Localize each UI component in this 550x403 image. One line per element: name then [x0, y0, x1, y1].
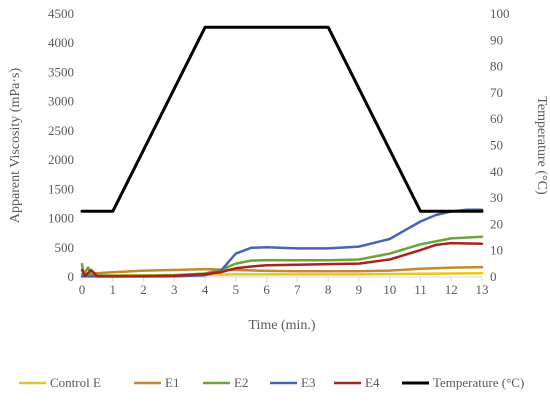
y2-tick-label: 50: [490, 138, 503, 153]
x-tick-label: 8: [325, 282, 332, 297]
y2-tick-label: 90: [490, 32, 503, 47]
y-tick-label: 2000: [48, 152, 74, 167]
x-tick-label: 4: [202, 282, 209, 297]
legend-item: E3: [270, 375, 315, 390]
y-axis-title: Apparent Viscosity (mPa·s): [8, 68, 23, 224]
x-tick-label: 3: [171, 282, 178, 297]
legend-label: E1: [165, 375, 179, 390]
y-tick-label: 1000: [48, 211, 74, 226]
x-axis-title: Time (min.): [248, 318, 315, 333]
y2-tick-label: 20: [490, 216, 503, 231]
legend-label: E2: [234, 375, 248, 390]
x-tick-label: 1: [110, 282, 117, 297]
legend-label: Control E: [50, 375, 101, 390]
y2-tick-label: 10: [490, 243, 503, 258]
legend: Control E E1 E2 E3 E4 Temperature (°C): [19, 375, 524, 390]
x-tick-label: 2: [140, 282, 147, 297]
x-tick-label: 6: [263, 282, 270, 297]
y-tick-label: 4500: [48, 6, 74, 21]
x-tick-label: 0: [79, 282, 86, 297]
y2-tick-label: 0: [490, 269, 497, 284]
legend-label: Temperature (°C): [433, 375, 524, 390]
axes: 0 1 2 3 4 5 6 7 8 9 10 11 12 130500100015002000250030…: [48, 6, 510, 297]
legend-item: E2: [203, 375, 248, 390]
x-tick-label: 7: [294, 282, 301, 297]
y2-tick-label: 30: [490, 190, 503, 205]
y2-tick-label: 80: [490, 59, 503, 74]
x-tick-label: 9: [356, 282, 363, 297]
y-tick-label: 1500: [48, 181, 74, 196]
series-line: [80, 25, 484, 213]
y-tick-label: 3000: [48, 94, 74, 109]
y2-axis-title: Temperature (°C): [534, 96, 549, 195]
y2-tick-label: 60: [490, 111, 503, 126]
legend-item: Temperature (°C): [402, 375, 524, 390]
x-tick-label: 10: [383, 282, 396, 297]
y-tick-label: 500: [55, 240, 75, 255]
legend-label: E3: [301, 375, 315, 390]
series-line: [80, 241, 484, 278]
x-tick-label: 5: [233, 282, 240, 297]
x-tick-label: 11: [414, 282, 427, 297]
y-tick-label: 3500: [48, 64, 74, 79]
series-line: [80, 265, 484, 276]
y2-tick-label: 100: [490, 6, 510, 21]
x-tick-label: 12: [445, 282, 458, 297]
legend-item: Control E: [19, 375, 101, 390]
y-tick-label: 2500: [48, 123, 74, 138]
y-tick-label: 4000: [48, 35, 74, 50]
y2-tick-label: 40: [490, 164, 503, 179]
y2-tick-label: 70: [490, 85, 503, 100]
x-tick-label: 13: [476, 282, 489, 297]
y-tick-label: 0: [68, 269, 75, 284]
series-layer: [80, 25, 484, 278]
legend-item: E4: [334, 375, 380, 390]
legend-item: E1: [134, 375, 179, 390]
legend-label: E4: [365, 375, 380, 390]
